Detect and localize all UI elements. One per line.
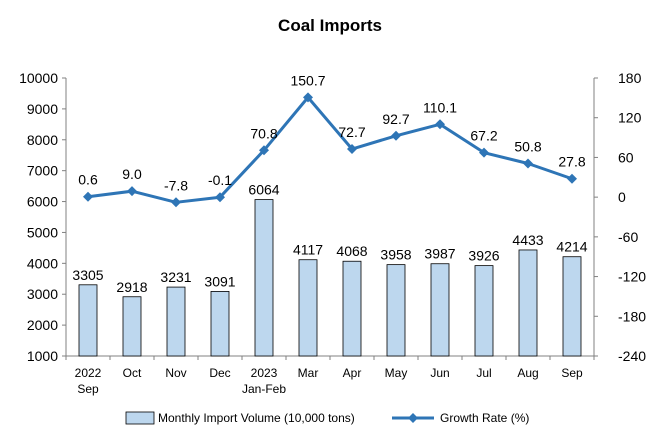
growth-point [171,197,181,208]
bar [254,199,274,357]
x-tick-label: Sep [561,366,583,380]
y-left-tick-label: 3000 [27,286,58,302]
growth-value-label: 92.7 [382,111,409,127]
y-left-tick-label: 10000 [19,70,58,86]
growth-value-label: 27.8 [558,154,585,170]
y-right-tick-label: -120 [618,269,646,285]
y-left-tick-label: 6000 [27,194,58,210]
bar-value-label: 3091 [204,273,235,289]
growth-point [523,158,533,169]
growth-value-label: 150.7 [290,72,325,88]
y-right-tick-label: 60 [618,149,634,165]
bar [518,249,538,357]
y-right-tick-label: 120 [618,110,642,126]
growth-value-label: 9.0 [122,166,142,182]
x-tick-label: Jul [476,366,491,380]
x-tick-label: 2022 [75,366,102,380]
bar-value-label: 6064 [248,182,279,198]
growth-line [87,95,573,204]
growth-value-label: 72.7 [338,124,365,140]
y-right-tick-label: -60 [618,229,638,245]
y-left-tick-label: 1000 [27,348,58,364]
x-tick-label: May [385,366,408,380]
bar-value-label: 3958 [380,247,411,263]
x-tick-label: Aug [517,366,538,380]
growth-value-label: 110.1 [423,99,457,115]
y-right-tick-label: 180 [618,70,642,86]
x-tick-label: Nov [165,366,186,380]
growth-value-label: 67.2 [470,128,497,144]
growth-point [259,145,269,156]
bar [166,286,186,357]
chart-title: Coal Imports [278,16,382,35]
growth-point [435,119,445,130]
growth-value-label: 0.6 [78,172,98,188]
bar [430,263,450,357]
growth-point [347,144,357,155]
y-left-tick-label: 4000 [27,255,58,271]
y-left-tick-label: 5000 [27,224,58,240]
bar [562,256,582,357]
bar-value-label: 3926 [468,248,499,264]
y-left-tick-label: 7000 [27,163,58,179]
legend-bar-label: Monthly Import Volume (10,000 tons) [158,411,355,425]
bar-value-label: 4117 [293,242,323,258]
bar [298,259,318,357]
growth-point [303,92,313,103]
x-tick-label: Dec [209,366,230,380]
x-tick-label: 2023 [251,366,278,380]
bar-value-label: 3987 [424,246,455,262]
growth-value-label: -7.8 [164,177,188,193]
x-tick-label: Mar [298,366,319,380]
growth-value-label: -0.1 [208,172,232,188]
legend-line-marker [408,413,418,423]
bar-value-label: 3305 [72,267,103,283]
bar-value-label: 4433 [512,232,543,248]
bar-value-label: 4214 [556,239,587,255]
growth-point [215,192,225,203]
growth-point [567,173,577,184]
x-tick-label: Jan-Feb [242,382,286,396]
legend-line-label: Growth Rate (%) [440,411,529,425]
bar-value-label: 4068 [336,243,367,259]
growth-point [127,186,137,197]
legend-bar-swatch [125,411,155,425]
bar [474,265,494,357]
x-tick-label: Oct [123,366,142,380]
growth-point [83,191,93,202]
growth-point [391,130,401,141]
y-left-tick-label: 8000 [27,132,58,148]
y-right-tick-label: 0 [618,189,626,205]
bar-value-label: 2918 [116,279,147,295]
growth-value-label: 70.8 [250,125,277,141]
bar [342,260,362,357]
x-tick-label: Apr [343,366,362,380]
bar [386,264,406,357]
y-right-tick-label: -240 [618,348,646,364]
x-tick-label: Jun [430,366,449,380]
y-left-tick-label: 9000 [27,101,58,117]
x-tick-label: Sep [77,382,99,396]
growth-value-label: 50.8 [514,139,541,155]
bar-value-label: 3231 [160,269,191,285]
y-right-tick-label: -180 [618,308,646,324]
bar [210,291,230,357]
growth-point [479,147,489,158]
y-left-tick-label: 2000 [27,317,58,333]
bar [122,296,142,357]
bar [78,284,98,357]
